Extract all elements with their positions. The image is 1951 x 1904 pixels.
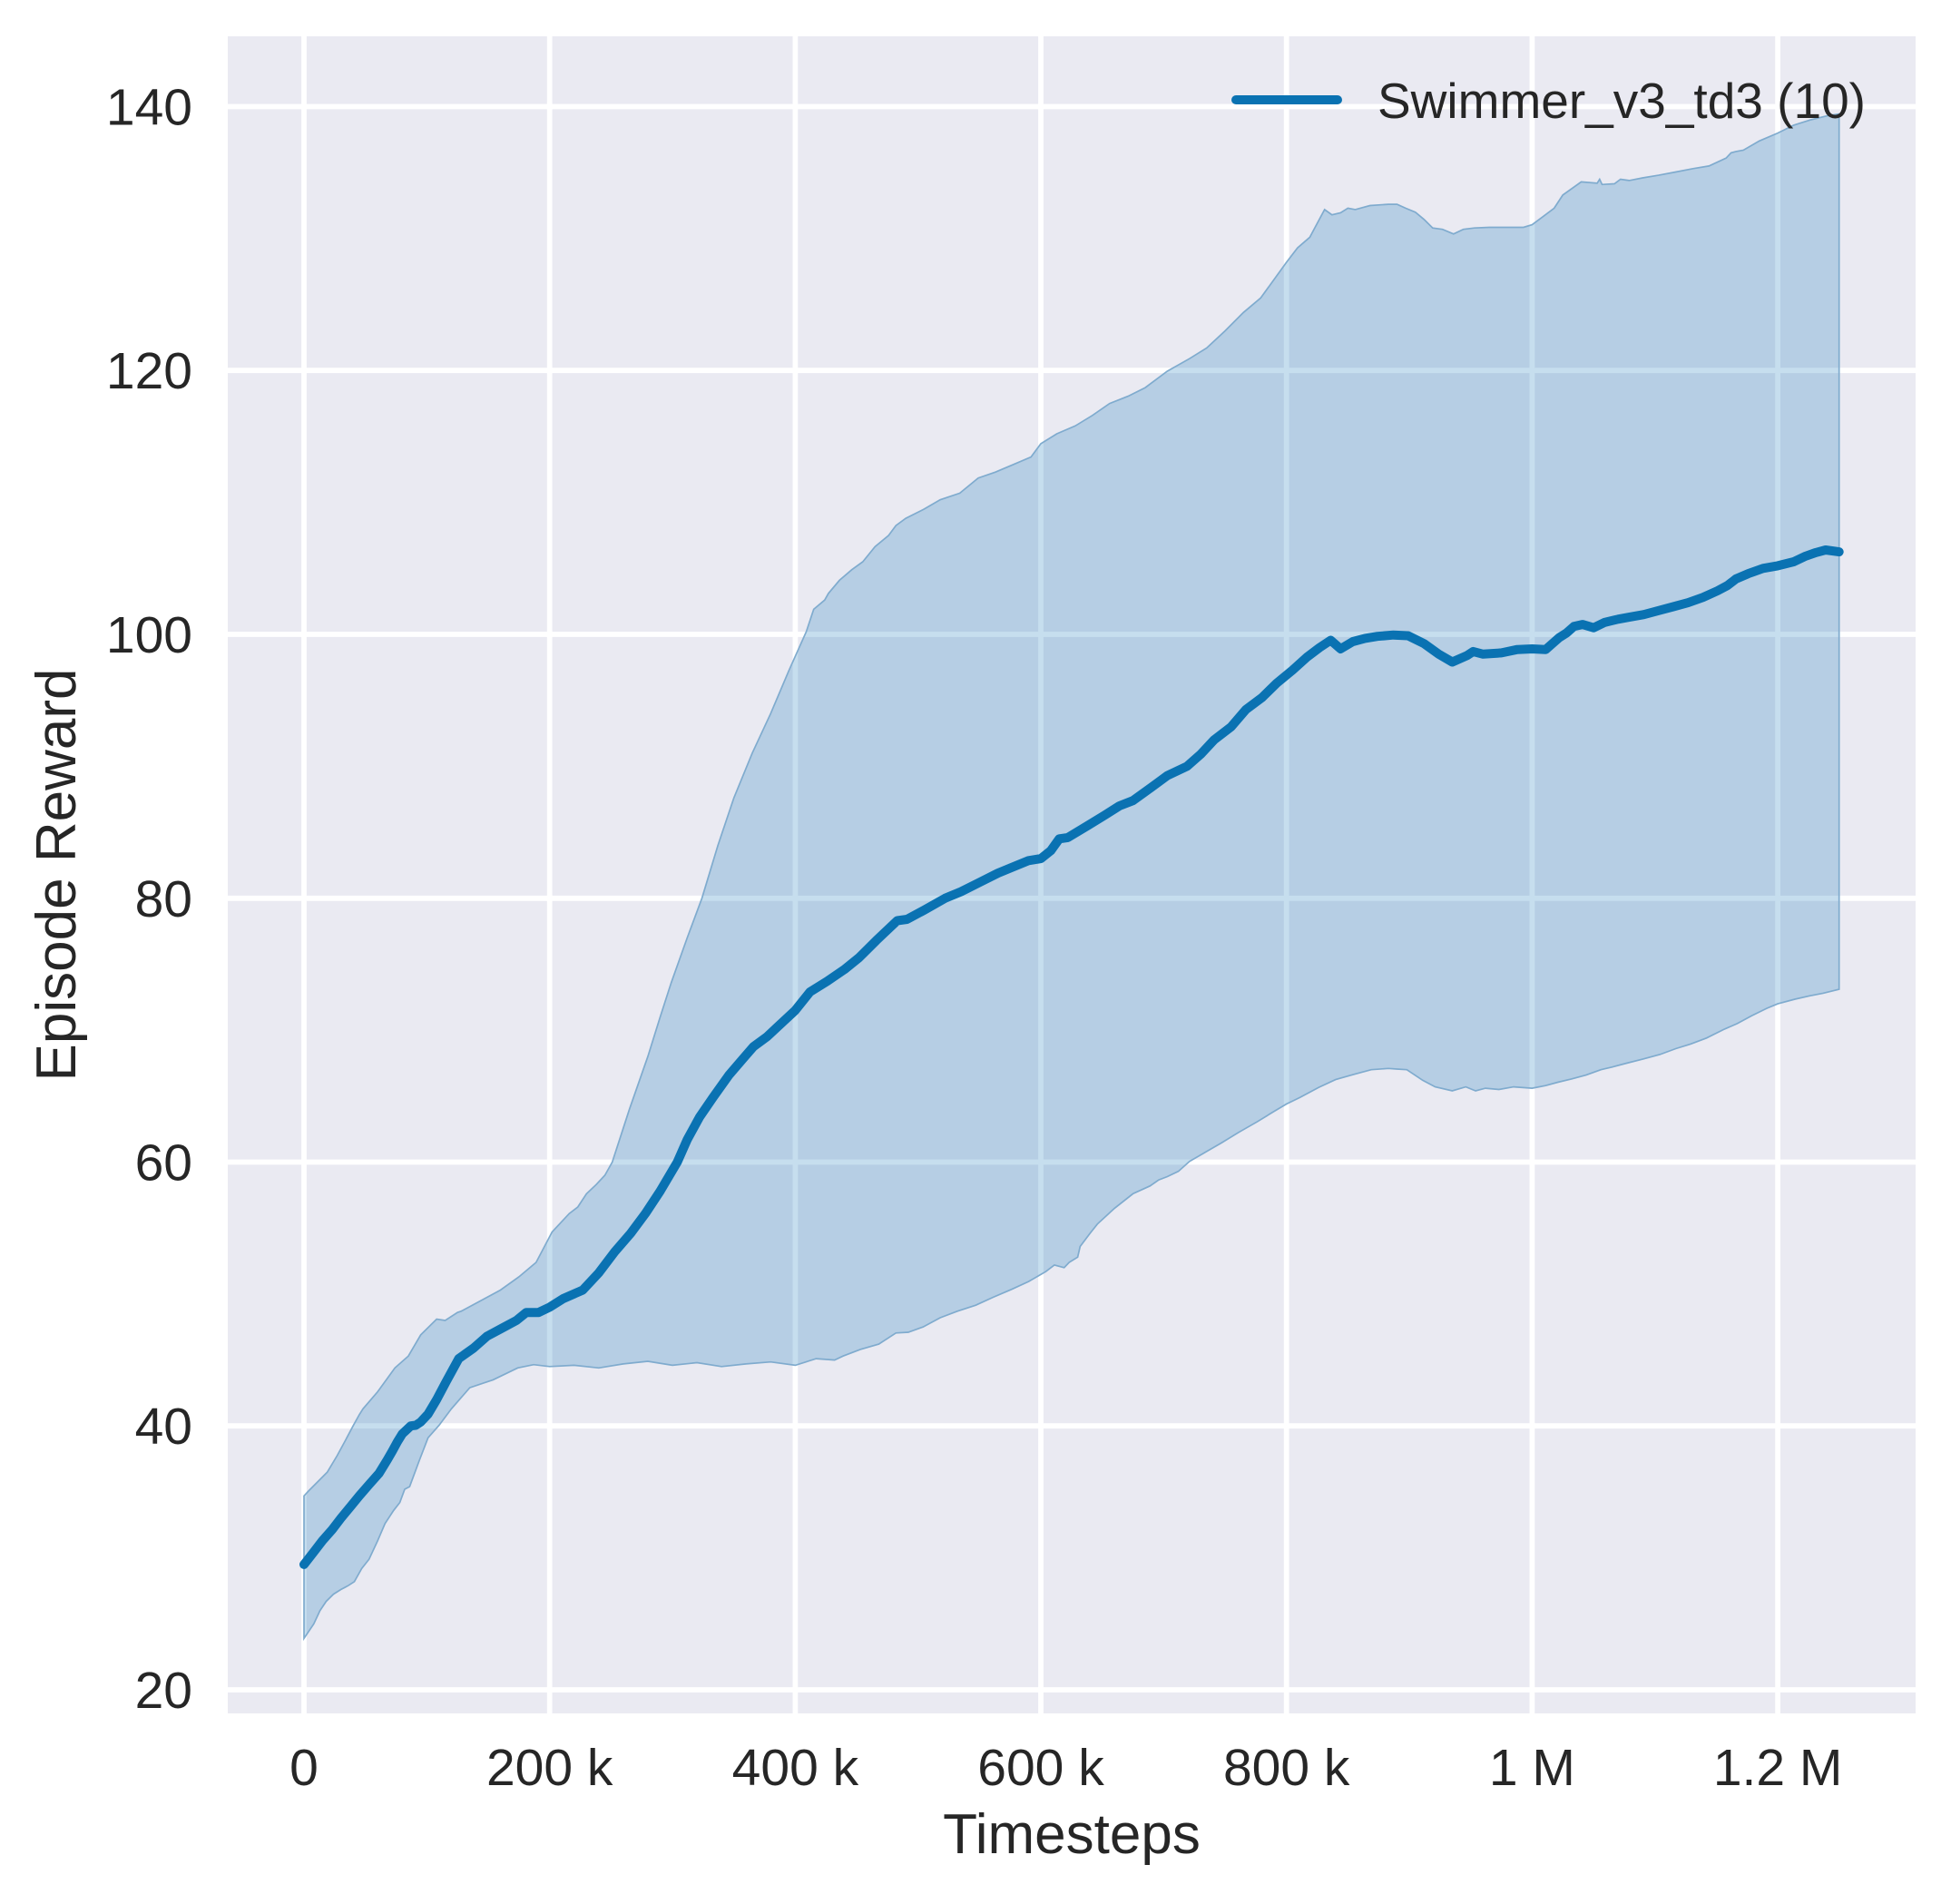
svg-text:40: 40: [135, 1398, 192, 1456]
svg-text:400 k: 400 k: [732, 1739, 859, 1797]
svg-text:100: 100: [106, 606, 192, 664]
svg-text:1 M: 1 M: [1489, 1739, 1575, 1797]
svg-text:200 k: 200 k: [486, 1739, 613, 1797]
svg-text:Timesteps: Timesteps: [943, 1803, 1201, 1866]
svg-text:120: 120: [106, 342, 192, 400]
svg-text:60: 60: [135, 1134, 192, 1192]
svg-text:20: 20: [135, 1662, 192, 1720]
svg-text:Swimmer_v3_td3 (10): Swimmer_v3_td3 (10): [1377, 73, 1866, 129]
svg-text:140: 140: [106, 79, 192, 137]
svg-text:Episode Reward: Episode Reward: [25, 669, 88, 1082]
svg-text:0: 0: [289, 1739, 319, 1797]
svg-text:800 k: 800 k: [1223, 1739, 1350, 1797]
svg-text:600 k: 600 k: [977, 1739, 1104, 1797]
svg-text:80: 80: [135, 870, 192, 928]
svg-text:1.2 M: 1.2 M: [1713, 1739, 1843, 1797]
